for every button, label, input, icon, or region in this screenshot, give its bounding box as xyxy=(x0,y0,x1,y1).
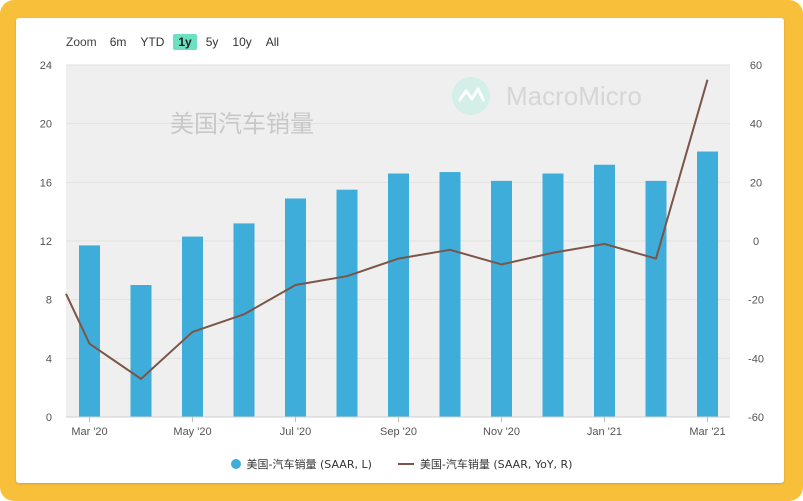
left-axis-tick-label: 12 xyxy=(40,236,52,248)
x-axis-ticks: Mar '20 May '20 Jul '20 Sep '20 Nov '20 Jan '… xyxy=(66,416,730,438)
bar[interactable] xyxy=(182,236,203,417)
range-button-all[interactable]: All xyxy=(265,35,280,49)
x-axis-tick-label: Jul '20 xyxy=(280,426,311,438)
left-axis-tick-label: 24 xyxy=(40,60,52,72)
range-button-10y[interactable]: 10y xyxy=(232,35,252,49)
legend-item-bars[interactable]: 美国-汽车销量 (SAAR, L) xyxy=(230,456,372,472)
range-button-1y[interactable]: 1y xyxy=(173,34,197,50)
left-axis-ticks: 0 4 8 12 16 20 24 xyxy=(40,60,52,424)
x-axis-tick-label: Sep '20 xyxy=(380,426,417,438)
range-selector: Zoom 6m YTD 1y 5y 10y All xyxy=(66,33,288,51)
right-axis-tick-label: 40 xyxy=(750,119,762,131)
brand-logo-mark xyxy=(457,87,486,102)
brand-watermark-text: MacroMicro xyxy=(506,81,642,111)
x-axis-tick-label: Jan '21 xyxy=(587,426,622,438)
bar[interactable] xyxy=(491,180,512,417)
bar[interactable] xyxy=(542,173,564,417)
yoy-line[interactable] xyxy=(65,79,709,380)
x-axis-tick-label: Mar '21 xyxy=(689,426,725,438)
bar[interactable] xyxy=(388,173,409,417)
legend-bar-label: 美国-汽车销量 (SAAR, L) xyxy=(246,458,372,471)
right-axis-tick-label: -60 xyxy=(748,412,764,424)
legend-item-line[interactable]: 美国-汽车销量 (SAAR, YoY, R) xyxy=(397,456,573,472)
bar[interactable] xyxy=(79,245,100,417)
right-axis-ticks: -60 -40 -20 0 20 40 60 xyxy=(748,60,764,424)
bar-series xyxy=(79,151,718,418)
left-axis-tick-label: 8 xyxy=(46,295,52,307)
bar[interactable] xyxy=(645,180,667,417)
legend-bar-swatch xyxy=(230,459,241,469)
left-axis-tick-label: 20 xyxy=(40,119,52,131)
range-button-5y[interactable]: 5y xyxy=(205,35,219,49)
bar[interactable] xyxy=(336,189,358,417)
range-button-ytd[interactable]: YTD xyxy=(140,35,165,49)
left-axis-tick-label: 0 xyxy=(46,412,52,424)
chart-title-watermark: 美国汽车销量 xyxy=(170,110,314,138)
left-axis-tick-label: 16 xyxy=(40,177,52,189)
bar[interactable] xyxy=(130,285,152,417)
bar[interactable] xyxy=(285,198,306,417)
right-axis-tick-label: -40 xyxy=(748,353,764,365)
range-button-6m[interactable]: 6m xyxy=(109,35,127,49)
right-axis-tick-label: 20 xyxy=(750,177,762,189)
line-series xyxy=(65,79,709,380)
bar[interactable] xyxy=(439,172,461,417)
legend-line-label: 美国-汽车销量 (SAAR, YoY, R) xyxy=(419,458,573,471)
x-axis-tick-label: May '20 xyxy=(173,426,211,438)
zoom-label: Zoom xyxy=(66,35,97,49)
legend-line-swatch xyxy=(397,463,414,465)
right-axis-tick-label: -20 xyxy=(748,295,764,307)
left-axis-tick-label: 4 xyxy=(46,353,52,365)
right-axis-tick-label: 0 xyxy=(753,236,759,248)
x-axis-tick-label: Nov '20 xyxy=(483,426,520,438)
bar[interactable] xyxy=(697,151,718,418)
brand-watermark: MacroMicro xyxy=(452,77,642,115)
right-axis-tick-label: 60 xyxy=(750,60,762,72)
chart-legend: 美国-汽车销量 (SAAR, L) 美国-汽车销量 (SAAR, YoY, R) xyxy=(0,456,803,472)
bar[interactable] xyxy=(594,164,615,417)
bar[interactable] xyxy=(233,223,255,417)
x-axis-tick-label: Mar '20 xyxy=(71,426,107,438)
